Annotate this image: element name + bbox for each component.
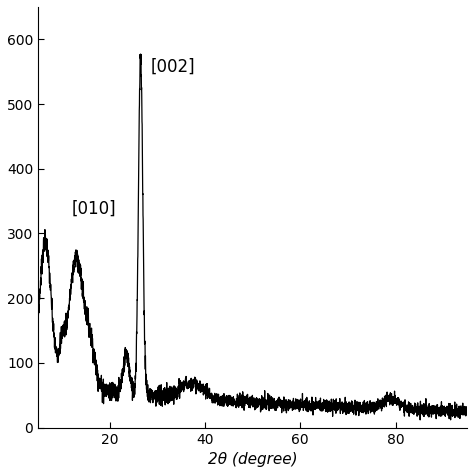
Text: [002]: [002] [150, 58, 195, 76]
Text: [010]: [010] [72, 200, 116, 218]
X-axis label: 2θ (degree): 2θ (degree) [208, 452, 297, 467]
